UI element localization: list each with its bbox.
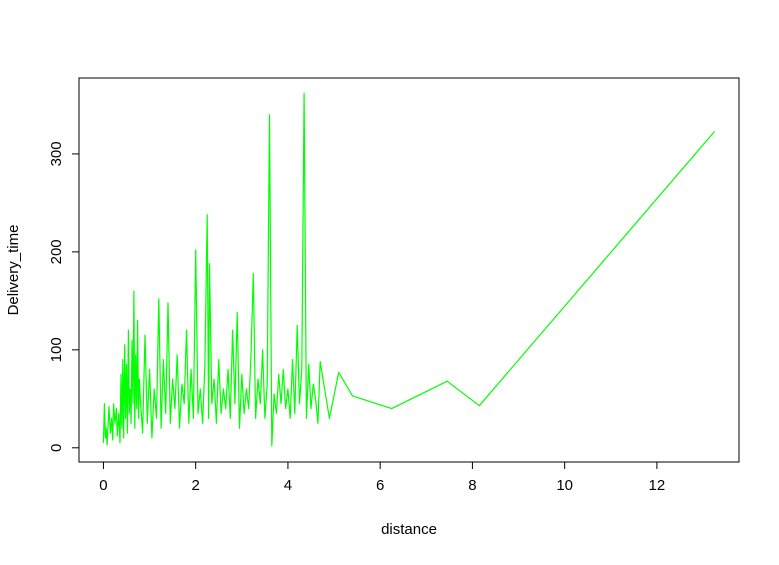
- x-tick-label: 10: [556, 477, 573, 494]
- y-axis-label: Delivery_time: [5, 225, 22, 316]
- y-tick-label: 200: [48, 239, 65, 264]
- x-axis: 0 2 4 6 8 10 12: [99, 461, 666, 494]
- y-tick-label: 0: [48, 444, 65, 452]
- plot-frame: [78, 77, 740, 463]
- y-tick-label: 300: [48, 141, 65, 166]
- series-line-0: [102, 92, 716, 447]
- x-tick-label: 4: [284, 477, 292, 494]
- x-tick-label: 8: [468, 477, 476, 494]
- series-layer: [102, 92, 716, 447]
- x-tick-label: 6: [376, 477, 384, 494]
- x-axis-label: distance: [381, 521, 437, 538]
- x-tick-label: 12: [649, 477, 666, 494]
- y-axis: 0 100 200 300: [48, 141, 80, 452]
- y-tick-label: 100: [48, 337, 65, 362]
- x-tick-label: 0: [99, 477, 107, 494]
- x-tick-label: 2: [192, 477, 200, 494]
